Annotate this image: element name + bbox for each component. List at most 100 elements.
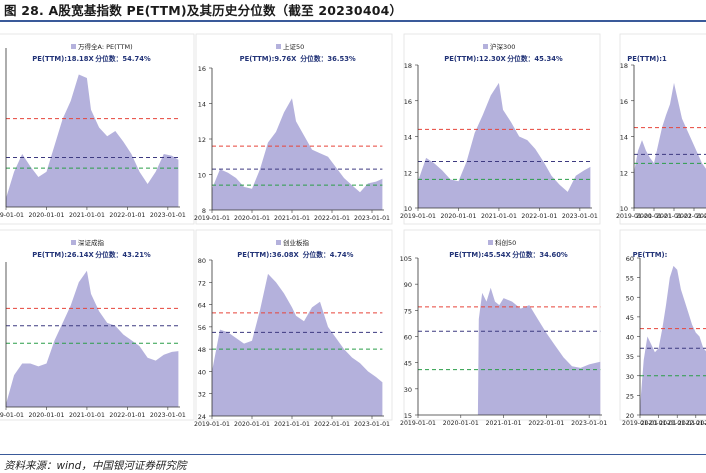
pe-annotation: PE(TTM):9.76X: [240, 55, 298, 63]
x-tick-label: 2021-01-01: [69, 412, 105, 419]
x-tick-label: 2019-01-01: [400, 213, 436, 220]
x-tick-label: 2022-01-01: [109, 412, 145, 419]
y-tick-label: 18: [620, 62, 628, 70]
chart-panel-5: 2019-01-01 2020-01-01 2021-01-01 2022-01-01…: [0, 229, 195, 421]
chart-panel-7: 15 30 45 60 75 90 105 2019-01-01 2020-01-01 2021-…: [400, 229, 607, 427]
pe-annotation: PE(TTM):: [633, 251, 668, 259]
x-tick-label: 2023-01-01: [562, 213, 598, 220]
x-tick-label: 2020-01-01: [443, 420, 479, 427]
percentile-annotation: 分位数：36.53%: [300, 54, 356, 63]
percentile-annotation: 分位数：54.74%: [95, 54, 151, 63]
y-tick-label: 12: [620, 169, 628, 177]
chart-panel-4: 10 12 14 16 18 2019-01-012020-01-012021-01-01…: [616, 33, 706, 225]
y-tick-label: 16: [198, 65, 206, 73]
x-tick-label: 2023-01-01: [354, 421, 390, 428]
pe-area-series: [6, 270, 179, 407]
y-tick-label: 45: [404, 360, 412, 368]
pe-annotation: PE(TTM):12.30X: [444, 55, 506, 63]
legend-swatch: [483, 44, 488, 49]
y-tick-label: 14: [198, 101, 206, 109]
x-tick-label: 2019-01-01: [194, 215, 230, 222]
x-tick-label: 2021-01-01: [486, 420, 522, 427]
y-tick-label: 10: [404, 205, 412, 213]
y-tick-label: 60: [404, 334, 412, 342]
percentile-annotation: 分位数：45.34%: [507, 54, 563, 63]
pe-area-series: [418, 82, 591, 208]
x-tick-label: 2021-01-01: [69, 212, 105, 219]
x-tick-label: 2023-01-01: [150, 212, 186, 219]
y-tick-label: 16: [620, 98, 628, 106]
x-tick-label: 2022-01-01: [521, 213, 557, 220]
y-tick-label: 90: [404, 281, 412, 289]
legend-label: 上证50: [283, 42, 304, 51]
percentile-annotation: 分位数：34.60%: [512, 250, 568, 259]
legend-swatch: [71, 240, 76, 245]
y-tick-label: 15: [404, 412, 412, 420]
y-tick-label: 50: [626, 294, 634, 302]
title-divider: [0, 20, 706, 22]
y-tick-label: 40: [626, 334, 634, 342]
legend-swatch: [488, 240, 493, 245]
percentile-annotation: 分位数：4.74%: [303, 250, 354, 259]
y-tick-label: 10: [620, 205, 628, 213]
y-tick-label: 55: [626, 275, 634, 283]
chart-panel-2: 8 10 12 14 16 2019-01-01 2020-01-01 2021-01-01 2…: [194, 33, 393, 225]
pe-annotation: PE(TTM):36.08X: [237, 251, 299, 259]
pe-area-series: [6, 74, 179, 207]
source-note: 资料来源：wind，中国银河证券研究院: [4, 460, 187, 472]
x-tick-label: 2023-01-01: [571, 420, 607, 427]
pe-annotation: PE(TTM):26.14X: [32, 251, 94, 259]
charts-canvas: 2019-01-012020-01-012021-01-012022-01-01…: [0, 33, 706, 428]
x-tick-label: 2019-01-01: [0, 412, 24, 419]
y-tick-label: 48: [198, 346, 206, 354]
x-tick-label: 2021-01-01: [481, 213, 517, 220]
chart-panel-8: 2025303540455055602019-01-012020-01-0120…: [619, 229, 706, 427]
y-tick-label: 10: [198, 172, 206, 180]
x-tick-label: 2022-01-01: [676, 213, 706, 220]
chart-panel-1: 2019-01-01 2020-01-01 2021-01-01 2022-01-01…: [0, 33, 195, 225]
x-tick-label: 2022-01-01: [109, 212, 145, 219]
y-tick-label: 64: [198, 302, 206, 310]
legend-label: 深证成指: [78, 238, 105, 247]
x-tick-label: 2020-01-01: [28, 212, 64, 219]
y-tick-label: 80: [198, 257, 206, 265]
x-tick-label: 2022-01-01: [314, 215, 350, 222]
y-tick-label: 56: [198, 324, 206, 332]
x-tick-label: 2020-01-01: [636, 213, 672, 220]
y-tick-label: 75: [404, 307, 412, 315]
y-tick-label: 72: [198, 279, 206, 287]
x-tick-label: 2023-01-01: [150, 412, 186, 419]
pe-area-series: [634, 82, 706, 208]
x-tick-label: 2022-01-01: [678, 420, 706, 427]
legend-label: 科创50: [495, 238, 516, 247]
percentile-annotation: 分位数：43.21%: [95, 250, 151, 259]
pe-area-series: [640, 265, 706, 415]
y-tick-label: 32: [198, 391, 206, 399]
y-tick-label: 35: [626, 353, 634, 361]
legend-label: 万得全A: PE(TTM): [78, 42, 133, 51]
footer-divider: [0, 454, 706, 455]
y-tick-label: 20: [626, 412, 634, 420]
x-tick-label: 2019-01-01: [400, 420, 436, 427]
y-tick-label: 12: [404, 169, 412, 177]
figure-title: 图 28. A股宽基指数 PE(TTM)及其历史分位数（截至 20230404）: [4, 3, 403, 18]
pe-area-series: [477, 287, 601, 415]
pe-annotation: PE(TTM):45.54X: [449, 251, 511, 259]
x-tick-label: 2022-01-01: [314, 421, 350, 428]
chart-panel-3: 10 12 14 16 18 2019-01-01 2020-01-01 2021-01-01…: [400, 33, 601, 225]
x-tick-label: 2021-01-01: [274, 421, 310, 428]
y-tick-label: 25: [626, 392, 634, 400]
y-tick-label: 105: [400, 255, 412, 263]
y-tick-label: 14: [620, 134, 628, 142]
y-tick-label: 60: [626, 255, 634, 263]
x-tick-label: 2019-01-01: [194, 421, 230, 428]
x-tick-label: 2021-01-01: [659, 420, 695, 427]
y-tick-label: 30: [626, 373, 634, 381]
pe-area-series: [212, 98, 383, 210]
x-tick-label: 2020-01-01: [234, 215, 270, 222]
y-tick-label: 45: [626, 314, 634, 322]
x-tick-label: 2020-01-01: [234, 421, 270, 428]
x-tick-label: 2022-01-01: [528, 420, 564, 427]
x-tick-label: 2019-01-01: [616, 213, 652, 220]
legend-label: 创业板指: [283, 238, 310, 247]
